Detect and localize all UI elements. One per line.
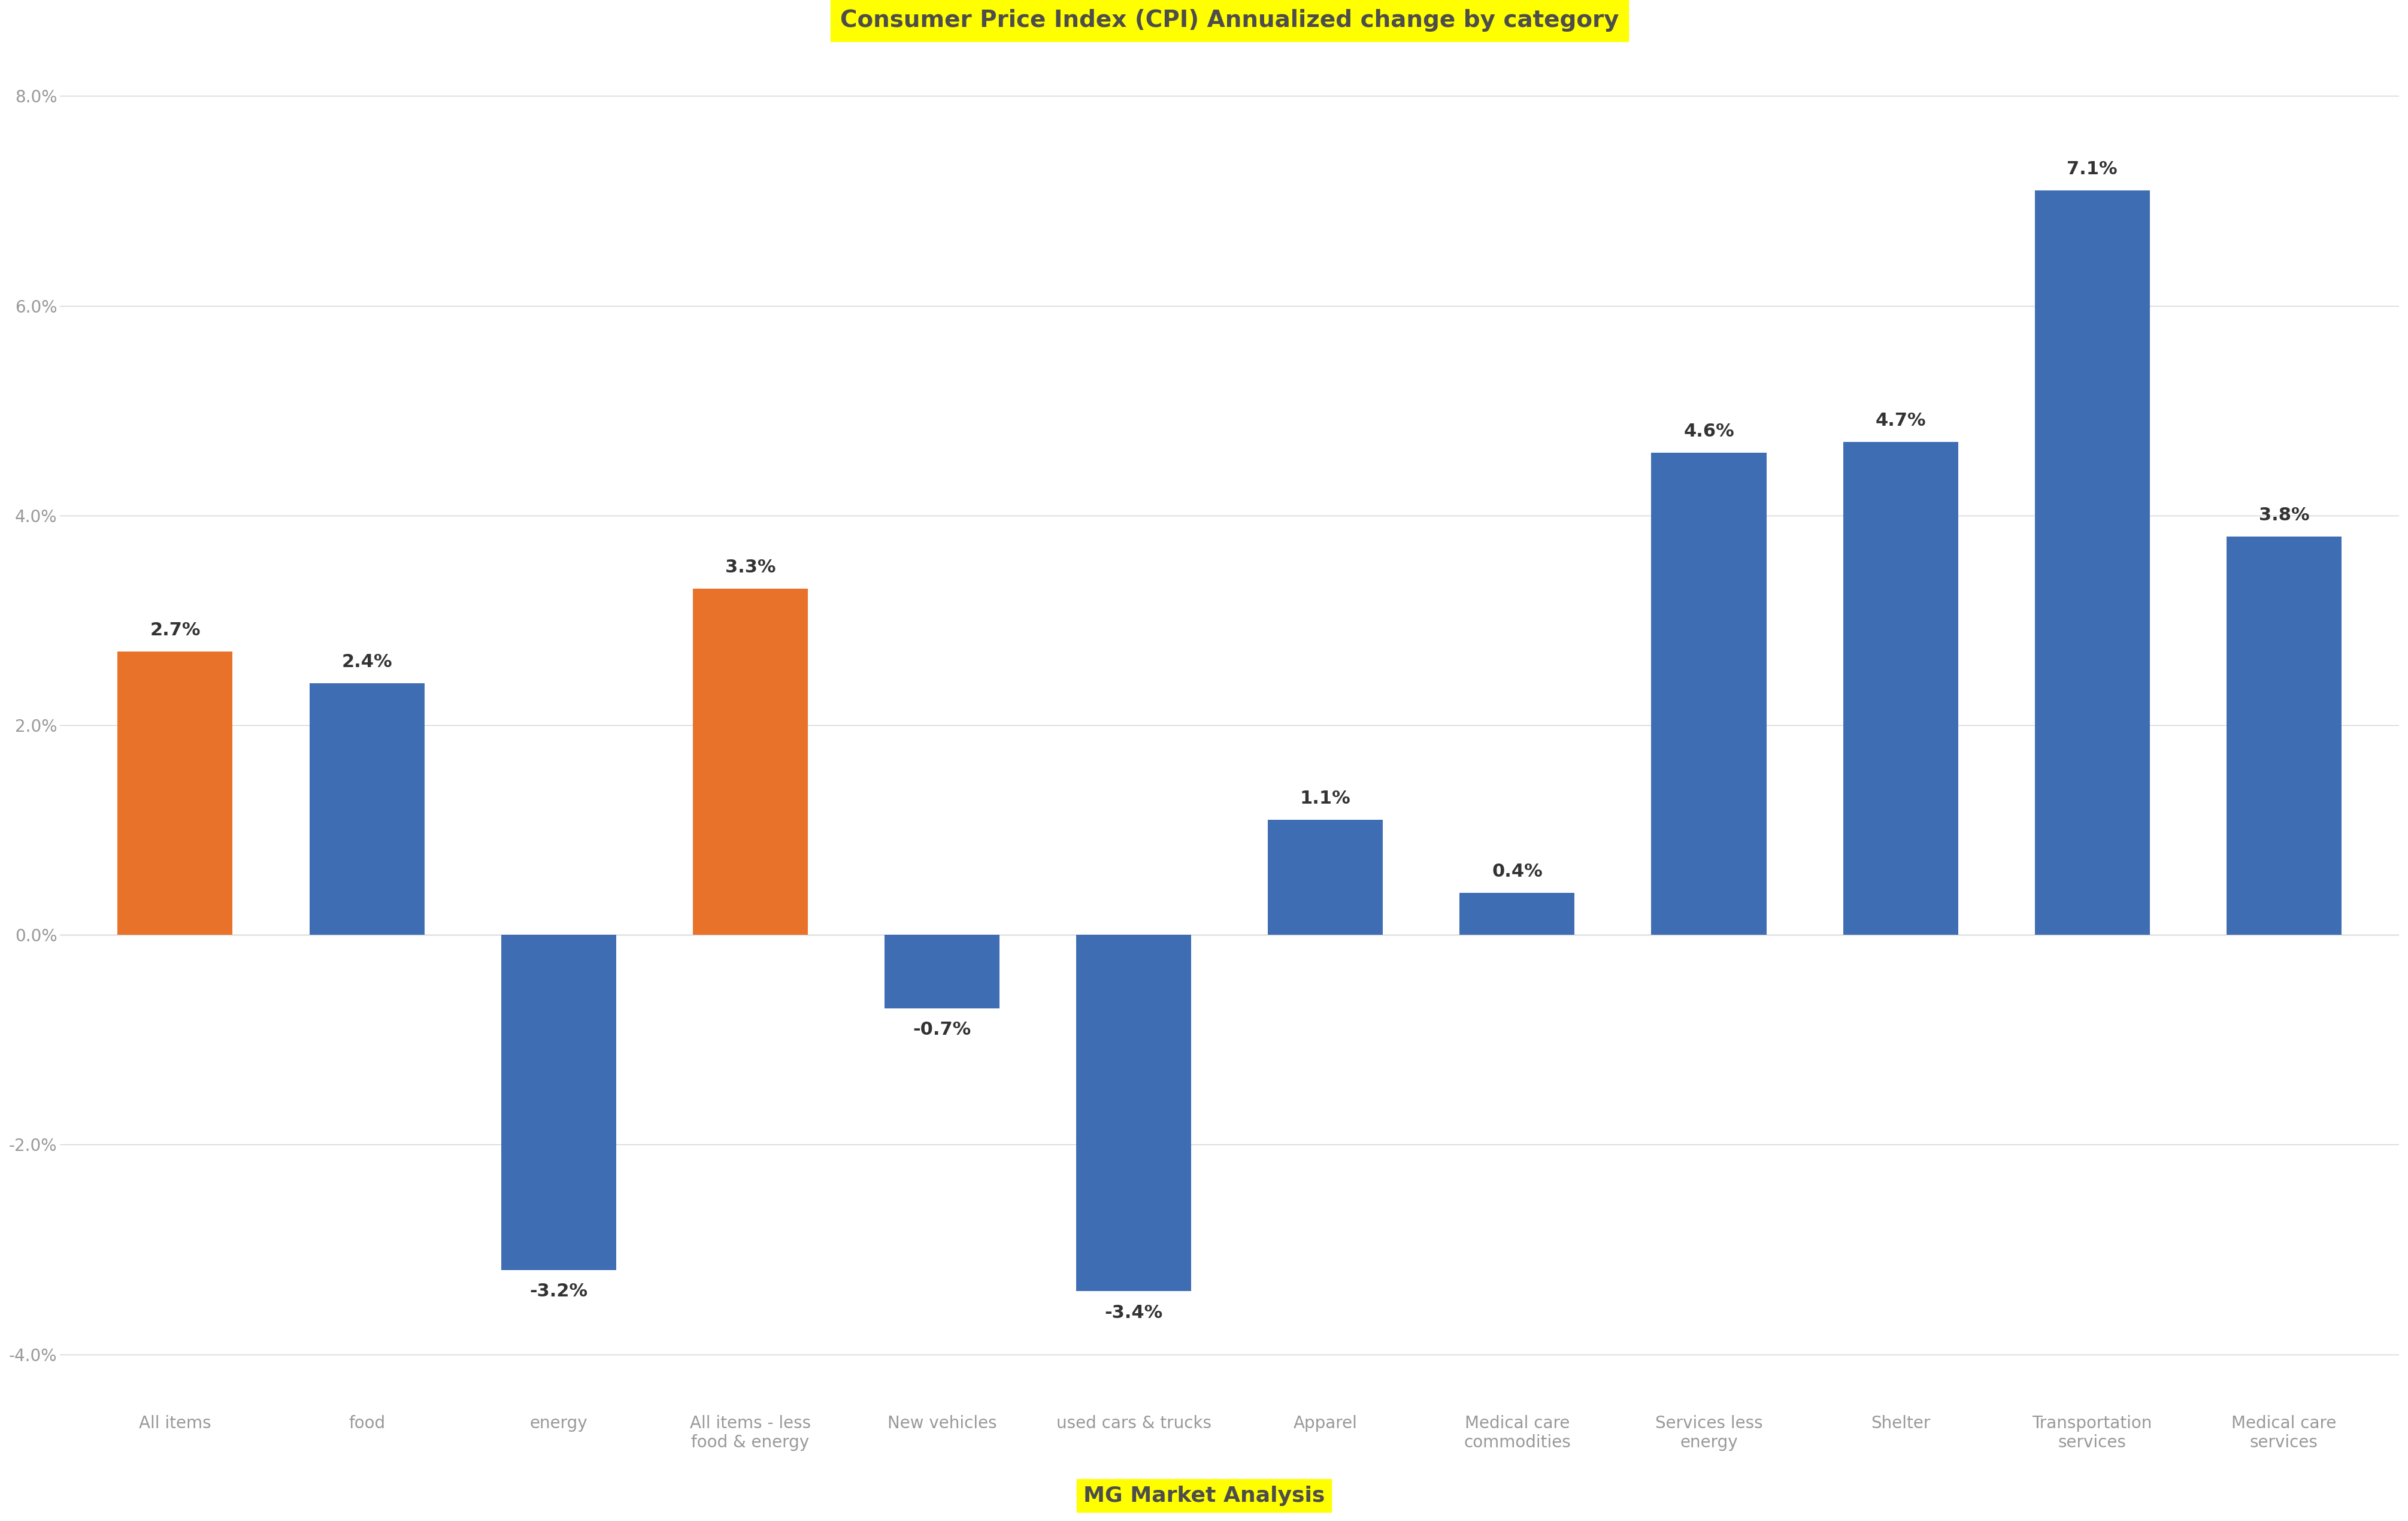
Text: 3.8%: 3.8% (2259, 506, 2309, 523)
Bar (694, 589, 807, 935)
Bar (1842, 443, 1958, 935)
Title: Consumer Price Index (CPI) Annualized change by category: Consumer Price Index (CPI) Annualized ch… (840, 9, 1618, 32)
Bar (501, 935, 616, 1270)
Text: 7.1%: 7.1% (2066, 160, 2117, 178)
Bar (308, 683, 424, 935)
Text: 1.1%: 1.1% (1300, 789, 1351, 808)
Bar (1652, 453, 1767, 935)
Bar (2227, 537, 2341, 935)
Bar (1076, 935, 1192, 1291)
Bar (1459, 893, 1575, 935)
Text: -3.2%: -3.2% (530, 1284, 588, 1300)
Text: -0.7%: -0.7% (913, 1021, 970, 1039)
Bar (2035, 190, 2150, 935)
Text: 2.7%: 2.7% (149, 622, 200, 639)
Text: 4.6%: 4.6% (1683, 423, 1734, 440)
Text: 2.4%: 2.4% (342, 653, 393, 671)
Text: -3.4%: -3.4% (1105, 1303, 1163, 1322)
Bar (1269, 820, 1382, 935)
Text: MG Market Analysis: MG Market Analysis (1084, 1486, 1324, 1506)
Bar (118, 651, 234, 935)
Text: 3.3%: 3.3% (725, 558, 775, 576)
Text: 4.7%: 4.7% (1876, 412, 1926, 429)
Bar (884, 935, 999, 1008)
Text: 0.4%: 0.4% (1491, 862, 1544, 881)
